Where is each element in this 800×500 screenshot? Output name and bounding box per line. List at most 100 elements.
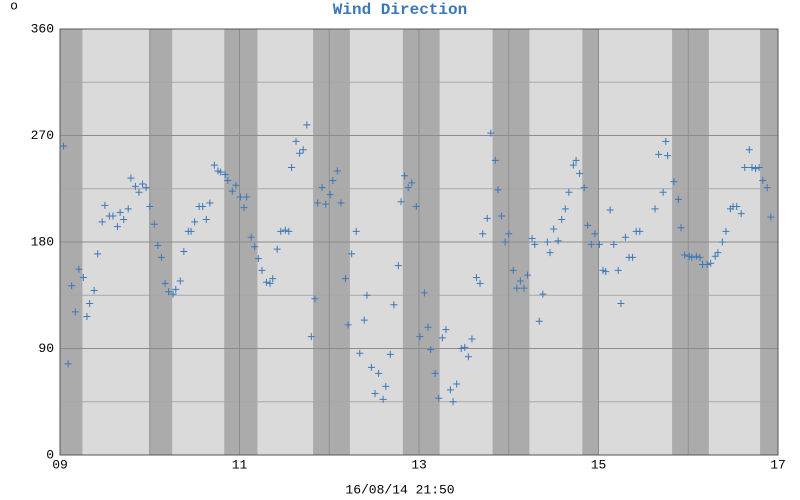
data-point [741, 163, 749, 171]
y-tick-label: 0 [46, 447, 54, 462]
data-point [247, 233, 255, 241]
data-point [569, 161, 577, 169]
data-point [513, 284, 521, 292]
data-point [90, 287, 98, 295]
y-tick-label: 90 [38, 341, 54, 356]
data-point [655, 150, 663, 158]
data-point [748, 163, 756, 171]
data-point [531, 240, 539, 248]
data-point [157, 253, 165, 261]
data-point [348, 250, 356, 258]
data-point [491, 156, 499, 164]
data-point [464, 353, 472, 361]
data-point [528, 234, 536, 242]
data-point [71, 308, 79, 316]
data-point [677, 224, 685, 232]
data-point [617, 300, 625, 308]
data-point [401, 172, 409, 180]
data-point [664, 152, 672, 160]
data-point [554, 237, 562, 245]
data-point [83, 313, 91, 321]
data-point [755, 163, 763, 171]
data-point [509, 266, 517, 274]
data-point [520, 284, 528, 292]
data-point [703, 260, 711, 268]
data-point [217, 168, 225, 176]
data-point [75, 265, 83, 273]
data-point [516, 277, 524, 285]
data-point [232, 181, 240, 189]
data-point [737, 210, 745, 218]
data-point [281, 226, 289, 234]
data-point [479, 230, 487, 238]
data-point [651, 205, 659, 213]
data-point [674, 195, 682, 203]
data-point [131, 182, 139, 190]
data-point [468, 335, 476, 343]
data-point [333, 167, 341, 175]
data-point [476, 279, 484, 287]
data-point [161, 279, 169, 287]
data-point [587, 240, 595, 248]
data-point [94, 250, 102, 258]
data-point [139, 180, 147, 188]
data-point [621, 233, 629, 241]
data-point [113, 223, 121, 231]
data-point [543, 238, 551, 246]
data-point [404, 184, 412, 192]
data-point [427, 346, 435, 354]
data-point [210, 161, 218, 169]
data-point [558, 216, 566, 224]
data-point [420, 289, 428, 297]
data-point [584, 221, 592, 229]
data-point [202, 216, 210, 224]
data-point [763, 184, 771, 192]
data-point [318, 184, 326, 192]
data-point [431, 369, 439, 377]
data-point [561, 205, 569, 213]
data-point [86, 300, 94, 308]
data-point [576, 169, 584, 177]
data-point [124, 205, 132, 213]
data-point [759, 176, 767, 184]
data-point [254, 255, 262, 263]
data-point [322, 200, 330, 208]
data-point [262, 278, 270, 286]
data-point [191, 218, 199, 226]
data-point [79, 274, 87, 281]
data-point [610, 240, 618, 248]
data-point [326, 191, 334, 199]
data-point [356, 349, 364, 357]
data-point [580, 184, 588, 192]
data-point [288, 163, 296, 171]
data-point [681, 251, 689, 259]
data-point [180, 247, 188, 255]
data-point [494, 186, 502, 194]
data-point [169, 290, 177, 298]
y-tick-label: 270 [31, 128, 54, 143]
data-point [535, 317, 543, 325]
data-point [221, 171, 229, 179]
data-point [135, 188, 143, 196]
data-point [408, 179, 416, 187]
data-point [101, 201, 109, 209]
data-point [397, 198, 405, 206]
data-point [269, 275, 277, 283]
data-point [172, 285, 180, 293]
data-point [602, 268, 610, 276]
data-point [146, 203, 154, 210]
data-point [546, 249, 554, 257]
data-point [498, 212, 506, 220]
data-point [236, 193, 244, 201]
data-point [307, 333, 315, 341]
y-axis-label: o [10, 0, 18, 13]
data-point [206, 199, 214, 207]
data-point [273, 245, 281, 253]
x-axis-label: 16/08/14 21:50 [345, 482, 454, 497]
data-point [707, 259, 715, 267]
x-tick-label: 11 [232, 457, 248, 472]
data-point [154, 242, 162, 250]
data-point [662, 137, 670, 145]
x-tick-label: 17 [770, 457, 786, 472]
data-point [524, 271, 532, 279]
